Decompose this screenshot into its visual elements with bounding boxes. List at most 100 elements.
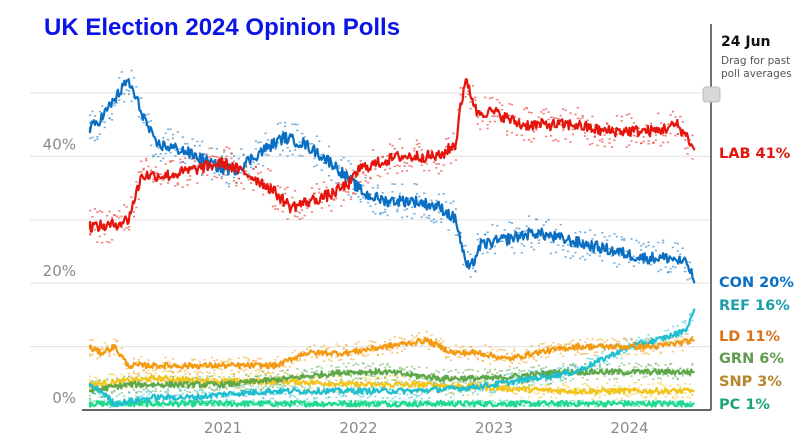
poll-dot	[398, 401, 401, 403]
poll-dot	[603, 145, 606, 148]
poll-dot	[193, 376, 197, 379]
poll-dot	[371, 405, 375, 407]
poll-dot	[391, 397, 394, 400]
poll-dot	[435, 370, 438, 372]
poll-dot	[164, 356, 167, 359]
poll-dot	[425, 162, 428, 165]
poll-dot	[559, 388, 562, 390]
date-cursor-handle[interactable]	[702, 86, 721, 103]
poll-dot	[203, 379, 206, 381]
poll-dot	[349, 385, 353, 388]
poll-dot	[401, 381, 404, 383]
poll-dot	[313, 192, 316, 194]
poll-dot	[671, 397, 675, 399]
poll-dot	[584, 132, 587, 134]
poll-dot	[425, 392, 428, 395]
poll-dot	[174, 154, 177, 157]
poll-dot	[435, 339, 438, 341]
poll-dot	[688, 277, 692, 280]
poll-dot	[171, 133, 175, 136]
poll-dot	[249, 372, 253, 375]
poll-dot	[574, 353, 577, 356]
poll-dot	[391, 191, 394, 193]
poll-dot	[254, 165, 257, 168]
poll-dot	[162, 400, 165, 403]
poll-dot	[474, 375, 477, 377]
poll-dot	[510, 222, 514, 224]
poll-dot	[530, 384, 533, 387]
series-line-grn	[88, 368, 695, 394]
poll-dot	[671, 350, 675, 353]
poll-dot	[179, 369, 182, 372]
poll-dot	[627, 261, 631, 263]
poll-dot	[210, 377, 214, 380]
poll-dot	[152, 178, 155, 181]
poll-dot	[335, 197, 338, 200]
poll-dot	[652, 378, 655, 380]
poll-dot	[320, 153, 323, 156]
poll-dot	[396, 210, 399, 213]
poll-dot	[415, 139, 418, 142]
poll-dot	[640, 384, 643, 386]
poll-dot	[396, 352, 399, 354]
poll-dot	[374, 165, 377, 168]
poll-dot	[242, 386, 245, 388]
poll-dot	[671, 337, 675, 339]
poll-dot	[310, 187, 314, 189]
poll-dot	[523, 230, 526, 232]
poll-dot	[508, 221, 511, 223]
poll-dot	[569, 112, 572, 114]
poll-dot	[232, 384, 236, 387]
poll-dot	[540, 369, 543, 372]
poll-dot	[396, 379, 399, 381]
poll-dot	[559, 405, 562, 408]
poll-dot	[525, 390, 528, 393]
poll-dot	[232, 160, 236, 163]
poll-dot	[581, 383, 584, 386]
poll-dot	[452, 391, 455, 394]
poll-dot	[586, 338, 589, 340]
poll-dot	[147, 113, 150, 115]
poll-dot	[166, 388, 170, 391]
poll-dot	[603, 134, 606, 136]
poll-dot	[159, 367, 162, 370]
poll-dot	[645, 337, 648, 340]
poll-dot	[145, 391, 148, 393]
poll-dot	[410, 206, 414, 209]
poll-dot	[318, 191, 321, 194]
poll-dot	[369, 177, 372, 180]
poll-dot	[493, 115, 497, 118]
poll-dot	[654, 336, 657, 339]
poll-dot	[430, 373, 433, 376]
poll-dot	[640, 365, 643, 367]
poll-dot	[176, 131, 179, 133]
poll-dot	[493, 401, 497, 404]
poll-dot	[225, 378, 228, 380]
poll-dot	[398, 366, 401, 369]
poll-dot	[681, 349, 684, 352]
poll-dot	[381, 156, 384, 158]
poll-dot	[184, 157, 187, 159]
poll-dot	[206, 153, 209, 156]
poll-dot	[125, 206, 128, 208]
poll-dot	[330, 364, 333, 367]
poll-dot	[679, 253, 682, 256]
poll-dot	[474, 400, 477, 403]
poll-dot	[135, 181, 138, 183]
poll-dot	[642, 338, 645, 341]
poll-dot	[237, 177, 240, 180]
poll-dot	[218, 389, 221, 391]
poll-dot	[264, 384, 267, 387]
poll-dot	[557, 349, 560, 352]
poll-dot	[686, 153, 689, 155]
poll-dot	[157, 405, 160, 408]
poll-dot	[337, 374, 340, 377]
poll-dot	[537, 239, 540, 242]
poll-dot	[386, 379, 389, 382]
poll-dot	[659, 351, 662, 353]
poll-dot	[386, 172, 389, 175]
poll-dot	[145, 159, 148, 162]
poll-dot	[210, 375, 214, 378]
poll-dot	[415, 394, 418, 397]
poll-dot	[359, 381, 362, 383]
